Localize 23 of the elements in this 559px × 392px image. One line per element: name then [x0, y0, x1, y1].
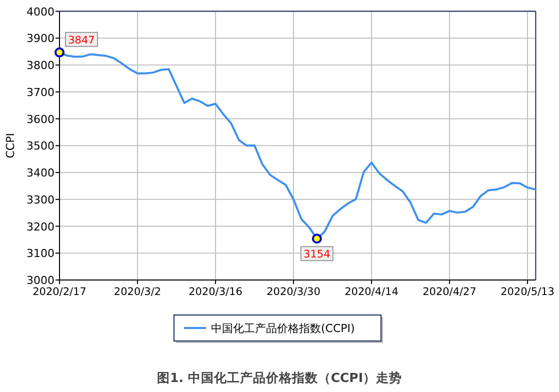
y-tick-label: 3100: [26, 247, 54, 260]
x-tick-label: 2020/4/14: [344, 286, 399, 298]
y-tick-label: 3000: [26, 274, 54, 287]
y-tick-label: 3300: [26, 193, 54, 206]
y-axis-title: CCPI: [4, 133, 17, 158]
x-tick-label: 2020/5/13: [500, 286, 554, 298]
y-tick-label: 3700: [26, 86, 54, 99]
y-tick-label: 3400: [26, 166, 54, 180]
x-tick-label: 2020/2/17: [32, 286, 86, 298]
x-tick-label: 2020/3/30: [266, 286, 320, 298]
y-tick-label: 3800: [26, 59, 54, 72]
text: 图1. 中国化工产品价格指数（CCPI）走势: [157, 370, 402, 385]
y-tick-label: 3900: [26, 32, 54, 46]
x-tick-label: 2020/4/27: [422, 286, 476, 298]
y-tick-label: 3200: [26, 220, 54, 234]
x-tick-label: 2020/3/16: [188, 286, 243, 298]
y-tick-label: 3500: [26, 140, 54, 153]
y-tick-label: 3600: [26, 112, 54, 126]
data-label: 3154: [304, 248, 331, 261]
y-tick-label: 4000: [26, 5, 54, 18]
legend-label: 中国化工产品价格指数(CCPI): [211, 322, 355, 335]
x-tick-label: 2020/3/2: [114, 286, 162, 298]
data-label: 3847: [68, 34, 95, 46]
